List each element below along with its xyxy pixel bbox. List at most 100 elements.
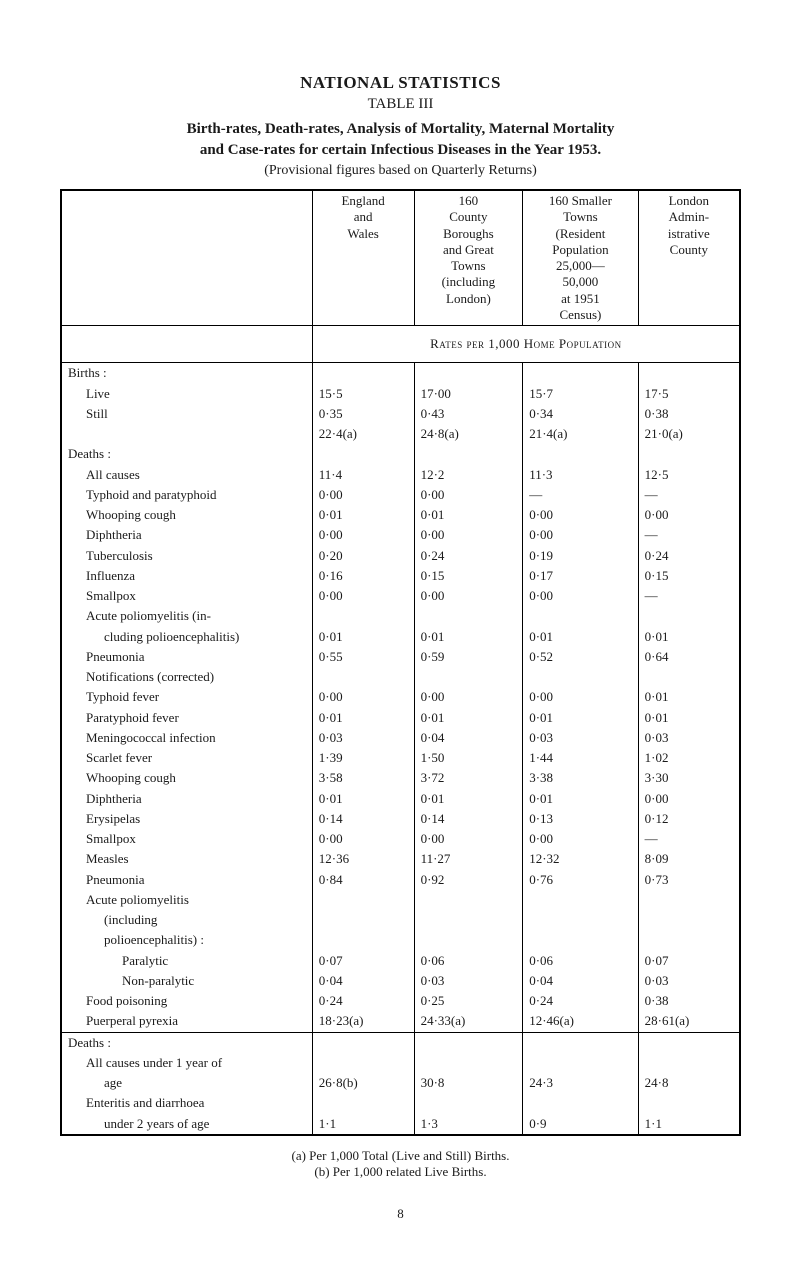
- heading-line-1: Birth-rates, Death-rates, Analysis of Mo…: [60, 120, 741, 139]
- row-label: Puerperal pyrexia: [68, 1013, 178, 1029]
- row-label: Acute poliomyelitis (in-: [68, 608, 211, 624]
- row-label: Pneumonia: [68, 872, 145, 888]
- cell: 0·14: [414, 809, 523, 829]
- cell: 0·01: [414, 708, 523, 728]
- cell: 0·16: [312, 566, 414, 586]
- cell: 0·00: [638, 789, 740, 809]
- cell: 0·73: [638, 870, 740, 890]
- cell: 24·8: [638, 1073, 740, 1093]
- cell: 1·1: [638, 1114, 740, 1135]
- cell: 0·01: [312, 505, 414, 525]
- cell: 21·0(a): [638, 424, 740, 444]
- cell: 0·01: [414, 789, 523, 809]
- table-number: TABLE III: [60, 95, 741, 114]
- cell: 0·13: [523, 809, 638, 829]
- cell: 0·17: [523, 566, 638, 586]
- col-header-london: London Admin- istrative County: [638, 190, 740, 326]
- row-label: Typhoid and paratyphoid: [68, 487, 217, 503]
- cell: 0·07: [312, 951, 414, 971]
- cell: 0·52: [523, 647, 638, 667]
- cell: 0·01: [523, 627, 638, 647]
- col-header-text: 160 Smaller Towns (Resident Population 2…: [549, 193, 612, 322]
- cell: 0·01: [312, 789, 414, 809]
- cell: 1·50: [414, 748, 523, 768]
- cell: 0·01: [523, 708, 638, 728]
- table-row: Measles 12·36 11·27 12·32 8·09: [61, 849, 740, 869]
- cell: 0·00: [312, 687, 414, 707]
- cell: 0·03: [414, 971, 523, 991]
- header-blank: [61, 190, 312, 326]
- col-header-smaller-towns: 160 Smaller Towns (Resident Population 2…: [523, 190, 638, 326]
- cell: 12·2: [414, 465, 523, 485]
- row-label: Acute poliomyelitis: [68, 892, 189, 908]
- table-row: Non-paralytic 0·04 0·03 0·04 0·03: [61, 971, 740, 991]
- cell: 3·30: [638, 768, 740, 788]
- col-header-text: 160 County Boroughs and Great Towns (inc…: [442, 193, 495, 306]
- cell: 0·06: [523, 951, 638, 971]
- cell: 0·01: [312, 708, 414, 728]
- table-row: Diphtheria 0·01 0·01 0·01 0·00: [61, 789, 740, 809]
- cell: 28·61(a): [638, 1011, 740, 1032]
- cell: 0·01: [638, 708, 740, 728]
- cell: 0·01: [414, 505, 523, 525]
- table-row: polioencephalitis) :: [61, 930, 740, 950]
- cell: 26·8(b): [312, 1073, 414, 1093]
- table-row: Diphtheria 0·00 0·00 0·00 —: [61, 525, 740, 545]
- section-births: Births :: [61, 363, 312, 384]
- cell: 0·00: [638, 505, 740, 525]
- cell: 1·3: [414, 1114, 523, 1135]
- cell: 15·7: [523, 384, 638, 404]
- section-row: Deaths :: [61, 1032, 740, 1053]
- row-label: Smallpox: [68, 588, 136, 604]
- doc-title: NATIONAL STATISTICS: [60, 72, 741, 93]
- row-label: Paratyphoid fever: [68, 710, 179, 726]
- heading-line-2: and Case-rates for certain Infectious Di…: [60, 141, 741, 160]
- cell: 0·38: [638, 991, 740, 1011]
- row-label: Tuberculosis: [68, 548, 153, 564]
- section-row: Deaths :: [61, 444, 740, 464]
- cell: 0·59: [414, 647, 523, 667]
- row-label: Paralytic: [68, 953, 168, 969]
- cell: 0·15: [414, 566, 523, 586]
- table-row: (including: [61, 910, 740, 930]
- rates-banner: Rates per 1,000 Home Population: [312, 326, 740, 363]
- cell: 0·06: [414, 951, 523, 971]
- cell: 17·00: [414, 384, 523, 404]
- row-label: Diphtheria: [68, 791, 142, 807]
- cell: 0·9: [523, 1114, 638, 1135]
- cell: 0·20: [312, 546, 414, 566]
- cell: —: [638, 586, 740, 606]
- table-row: cluding polioencephalitis) 0·01 0·01 0·0…: [61, 627, 740, 647]
- cell: 0·01: [414, 627, 523, 647]
- cell: 1·1: [312, 1114, 414, 1135]
- table-row: Live 15·5 17·00 15·7 17·5: [61, 384, 740, 404]
- col-header-text: London Admin- istrative County: [668, 193, 710, 257]
- table-row: Whooping cough 0·01 0·01 0·00 0·00: [61, 505, 740, 525]
- cell: 24·8(a): [414, 424, 523, 444]
- table-row: Erysipelas 0·14 0·14 0·13 0·12: [61, 809, 740, 829]
- col-header-boroughs: 160 County Boroughs and Great Towns (inc…: [414, 190, 523, 326]
- cell: 0·64: [638, 647, 740, 667]
- row-label: Enteritis and diarrhoea: [68, 1095, 204, 1111]
- cell: 0·24: [312, 991, 414, 1011]
- cell: 0·14: [312, 809, 414, 829]
- row-label: Whooping cough: [68, 507, 176, 523]
- statistics-table: England and Wales 160 County Boroughs an…: [60, 189, 741, 1136]
- footnote-b: (b) Per 1,000 related Live Births.: [60, 1164, 741, 1180]
- cell: 12·32: [523, 849, 638, 869]
- cell: 0·43: [414, 404, 523, 424]
- cell: 11·4: [312, 465, 414, 485]
- page-number: 8: [60, 1206, 741, 1222]
- table-row: age 26·8(b) 30·8 24·3 24·8: [61, 1073, 740, 1093]
- cell: 0·12: [638, 809, 740, 829]
- cell: 0·00: [523, 586, 638, 606]
- cell: 0·03: [523, 728, 638, 748]
- cell: 0·00: [312, 829, 414, 849]
- row-label: All causes: [68, 467, 140, 483]
- cell: 0·00: [414, 485, 523, 505]
- cell: 0·00: [523, 829, 638, 849]
- row-label: Diphtheria: [68, 527, 142, 543]
- cell: 11·27: [414, 849, 523, 869]
- cell: 0·55: [312, 647, 414, 667]
- cell: 0·01: [638, 687, 740, 707]
